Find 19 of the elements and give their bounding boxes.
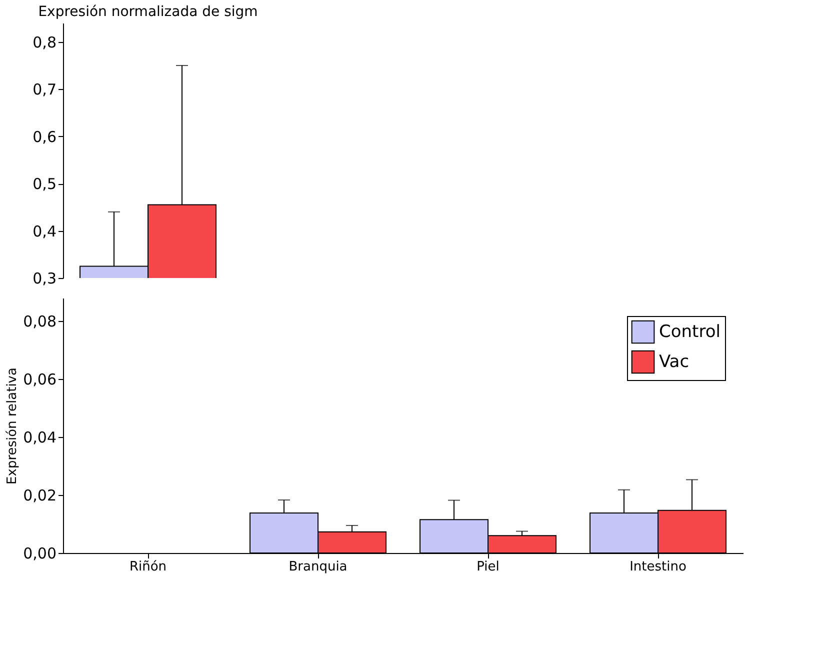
- y-tick-label: 0,6: [32, 128, 56, 146]
- y-tick-label: 0,8: [32, 33, 56, 52]
- y-tick-label: 0,3: [32, 270, 56, 288]
- y-tick-label: 0,00: [23, 544, 56, 562]
- legend-label: Control: [659, 322, 720, 342]
- legend-label: Vac: [659, 352, 690, 372]
- y-tick-label: 0,5: [32, 175, 56, 194]
- y-tick-label: 0,4: [32, 222, 56, 240]
- x-tick-label: Riñón: [129, 560, 167, 574]
- x-tick-label: Branquia: [288, 560, 348, 574]
- x-tick-label: Piel: [476, 560, 500, 574]
- y-tick-label: 0,02: [23, 486, 56, 505]
- x-tick-label: Intestino: [630, 560, 686, 574]
- y-axis-title: Expresión relativa: [5, 368, 20, 484]
- y-tick-label: 0,04: [23, 428, 56, 447]
- y-tick-label: 0,06: [23, 370, 56, 389]
- y-tick-label: 0,08: [23, 312, 56, 331]
- chart-title: Expresión normalizada de sigm: [38, 4, 258, 20]
- y-tick-label: 0,7: [32, 80, 56, 99]
